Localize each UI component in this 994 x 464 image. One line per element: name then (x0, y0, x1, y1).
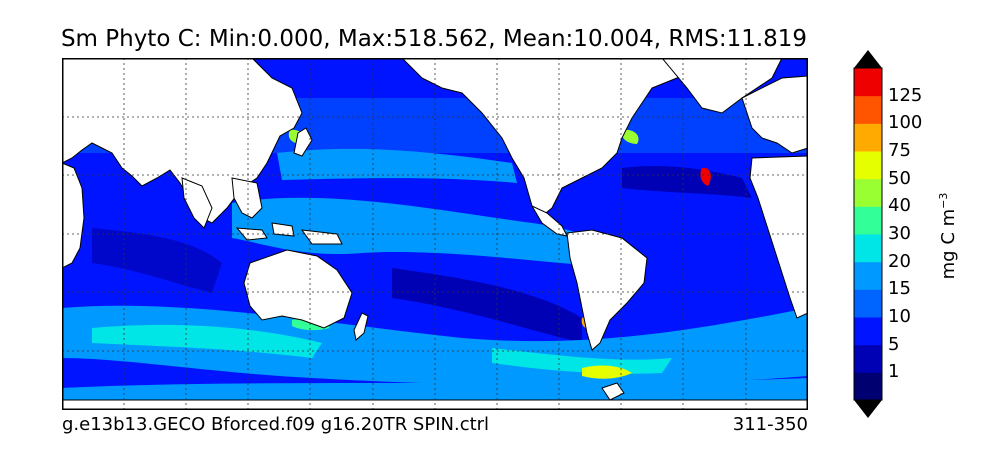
colorbar-units-label: mg C m−3 (937, 193, 959, 280)
patch-bloom-4 (700, 167, 711, 186)
land-antarctic-peninsula (601, 382, 625, 401)
ocean-map (62, 58, 808, 410)
land-africa-south (62, 162, 85, 269)
land-africa-east (749, 155, 808, 319)
land-south-america (566, 229, 648, 351)
colorbar-segment (854, 261, 882, 290)
map-frame (62, 58, 808, 410)
colorbar-segment (854, 178, 882, 207)
band-north-pacific (277, 148, 517, 183)
colorbar-segment (854, 206, 882, 235)
land-new-zealand (353, 312, 369, 341)
land-japan (293, 127, 313, 157)
colorbar-outline (853, 67, 883, 401)
land-australia (243, 249, 353, 329)
band-south-pacific-gyre (392, 268, 582, 343)
colorbar-extend-max (854, 50, 882, 68)
colorbar-segment (854, 151, 882, 180)
colorbar-tick-label: 20 (888, 250, 911, 272)
units-base: mg C m (938, 208, 959, 280)
colorbar-tick-label: 30 (888, 223, 911, 244)
colorbar-tick-label: 1 (888, 361, 900, 383)
colorbar-tick-label: 75 (888, 140, 911, 161)
land-greenland (661, 58, 783, 114)
colorbar-tick-label: 100 (888, 112, 923, 134)
units-exponent: −3 (937, 192, 950, 209)
colorbar-segment (854, 344, 882, 373)
colorbar-segment (854, 95, 882, 124)
colorbar-tick-label: 15 (888, 278, 911, 300)
colorbar-segment (854, 317, 882, 346)
colorbar-segment (854, 234, 882, 263)
colorbar-tick-label: 5 (888, 333, 900, 355)
patch-bloom-1 (582, 365, 632, 379)
land-new-guinea (300, 229, 343, 245)
land-india (181, 177, 213, 229)
colorbar-tick-label: 10 (888, 306, 911, 327)
land-se-asia (231, 177, 263, 219)
land-indonesia-2 (271, 222, 295, 237)
graticule (62, 58, 808, 410)
band-indian (92, 228, 222, 293)
band-southern-ocean-hi2 (492, 348, 672, 374)
land (62, 58, 808, 410)
band-equatorial-pacific (232, 197, 622, 268)
land-north-america (401, 58, 704, 217)
colorbar-segment (854, 289, 882, 318)
colorbar-segment (854, 123, 882, 152)
colorbar (853, 50, 883, 418)
band-southern-ocean-high (92, 324, 322, 358)
colorbar-segment (854, 372, 882, 401)
run-name-caption: g.e13b13.GECO Bforced.f09 g16.20TR SPIN.… (62, 414, 490, 435)
colorbar-tick-label: 50 (888, 167, 911, 189)
colorbar-tick-label: 40 (888, 195, 911, 217)
colorbar-segment (854, 68, 882, 97)
year-range-caption: 311-350 (732, 414, 808, 435)
colorbar-extend-min (854, 400, 882, 418)
colorbar-tick-label: 125 (888, 84, 923, 106)
patch-bloom-5 (621, 129, 639, 144)
land-europe (741, 75, 808, 154)
band-atlantic-gyre (622, 166, 752, 198)
map-title: Sm Phyto C: Min:0.000, Max:518.562, Mean… (60, 26, 808, 52)
